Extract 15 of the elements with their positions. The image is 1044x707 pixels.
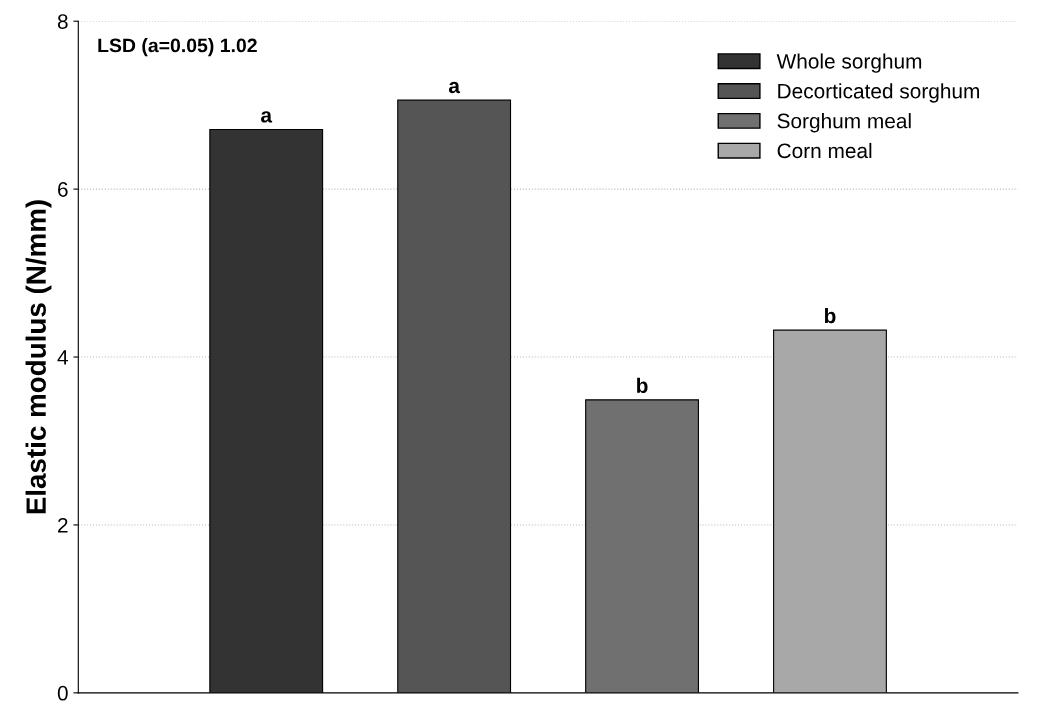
legend-label: Decorticated sorghum — [778, 83, 979, 103]
annotation: LSD (a=0.05) 1.02 — [98, 38, 257, 57]
y-tick-label: 6 — [58, 182, 68, 197]
legend-label: Corn meal — [777, 142, 872, 159]
y-tick-label: 4 — [57, 350, 68, 365]
data-label: b — [637, 377, 648, 393]
data-label: a — [448, 81, 461, 94]
legend-label: Whole sorghum — [776, 53, 922, 73]
data-label: a — [261, 111, 273, 123]
y-axis-title: Elastic modulus (N/mm) — [25, 200, 52, 514]
y-tick-label: 8 — [57, 14, 68, 29]
data-label: b — [824, 307, 836, 324]
y-tick-label: 2 — [58, 517, 68, 533]
legend-label: Sorghum meal — [777, 113, 911, 133]
y-tick-label: 0 — [57, 685, 68, 701]
